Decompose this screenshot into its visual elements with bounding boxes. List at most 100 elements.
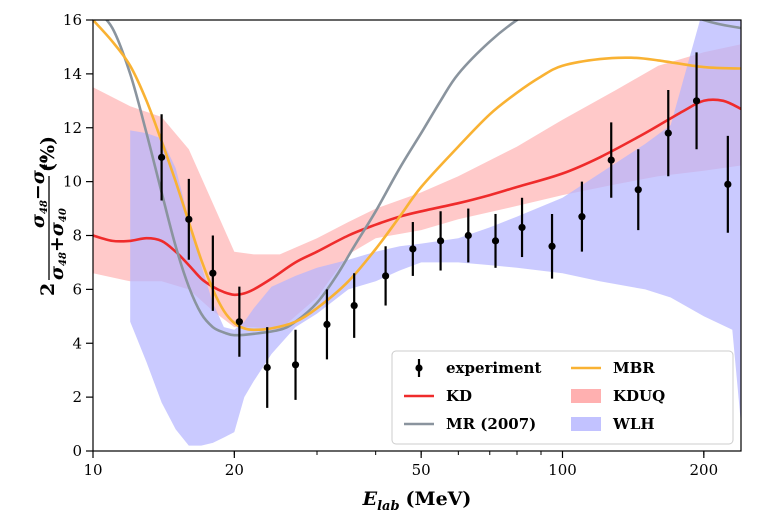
data-point-1	[158, 114, 166, 201]
data-point-18	[634, 149, 642, 231]
data-marker	[518, 223, 526, 232]
y-axis-title-denominator: σ48+σ40	[46, 208, 69, 280]
legend-label: MR (2007)	[446, 415, 536, 433]
data-marker	[491, 237, 500, 245]
data-point-20	[692, 52, 701, 150]
data-marker	[185, 215, 193, 223]
legend-item-kduq: KDUQ	[571, 387, 665, 405]
y-tick-label-0: 0	[72, 442, 82, 460]
data-marker	[382, 272, 390, 280]
legend-label: MBR	[613, 359, 655, 377]
y-den-b-sub: 40	[58, 208, 69, 222]
data-marker	[235, 318, 243, 326]
legend-item-mr-2007: MR (2007)	[404, 415, 536, 433]
y-tick-label-4: 4	[72, 334, 82, 352]
x-tick-label-200: 200	[690, 461, 719, 479]
legend-label: experiment	[446, 359, 541, 377]
data-marker	[409, 245, 417, 253]
y-den-a: σ	[46, 265, 68, 280]
y-axis-title-numerator: σ48−σ40	[27, 156, 50, 228]
data-point-19	[664, 90, 672, 177]
legend-swatch-band	[571, 389, 601, 403]
data-point-5	[263, 327, 271, 408]
x-tick-label-100: 100	[548, 461, 577, 479]
series-line-kd	[93, 98, 741, 297]
data-point-4	[235, 286, 243, 357]
data-point-14	[518, 197, 526, 258]
x-axis-ticks: 10 20 50 100 200	[83, 451, 718, 479]
band-layer	[93, 20, 741, 446]
x-axis-title-unit: (MeV)	[406, 488, 472, 510]
data-point-3	[209, 235, 217, 311]
data-marker	[323, 320, 331, 328]
y-axis-title-prefix: 2	[37, 283, 59, 296]
data-point-6	[291, 329, 300, 400]
y-num-b: σ	[27, 169, 49, 184]
y-tick-label-16: 16	[63, 11, 82, 29]
x-tick-label-10: 10	[83, 461, 102, 479]
legend-item-wlh: WLH	[571, 415, 655, 433]
data-marker	[464, 231, 472, 240]
data-point-17	[607, 122, 615, 198]
data-marker	[607, 156, 615, 164]
y-den-b: σ	[46, 221, 68, 236]
y-num-op: −	[27, 184, 49, 200]
data-marker	[436, 237, 445, 245]
band-wlh	[130, 20, 741, 446]
data-marker	[350, 301, 358, 310]
y-tick-label-6: 6	[72, 280, 82, 298]
data-marker	[548, 242, 556, 250]
data-marker	[291, 361, 300, 369]
data-marker	[692, 97, 701, 105]
data-point-9	[382, 246, 390, 306]
y-axis-title: 2 σ48−σ40 σ48+σ40 (%)	[27, 136, 69, 296]
data-point-12	[464, 208, 472, 263]
line-layer	[93, 20, 741, 337]
band-kduq	[93, 44, 741, 330]
data-point-16	[578, 181, 586, 252]
data-marker	[263, 363, 271, 372]
data-marker	[578, 213, 586, 221]
legend-item-kd: KD	[404, 387, 472, 405]
data-point-10	[409, 222, 417, 276]
data-marker	[724, 180, 732, 188]
data-point-2	[185, 178, 193, 260]
legend-item-experiment: experiment	[415, 359, 541, 377]
y-num-b-sub: 40	[39, 156, 50, 170]
legend-swatch-marker	[415, 364, 423, 372]
data-point-15	[548, 213, 556, 279]
data-marker	[664, 129, 672, 137]
errorbar-layer	[158, 52, 732, 408]
y-tick-label-14: 14	[63, 65, 82, 83]
data-point-13	[491, 213, 500, 268]
y-num-a: σ	[27, 213, 49, 228]
data-point-7	[323, 289, 331, 360]
data-marker	[158, 153, 166, 161]
x-axis-title-var: E	[362, 488, 378, 510]
legend-box	[391, 350, 734, 445]
legend-label: KDUQ	[613, 387, 665, 405]
y-tick-label-10: 10	[63, 173, 82, 191]
y-den-a-sub: 48	[58, 252, 69, 266]
data-point-8	[350, 273, 358, 338]
data-marker	[209, 269, 217, 277]
legend: experiment KD MR (2007) MBR KDUQ WLH	[391, 350, 734, 445]
legend-label: WLH	[612, 415, 655, 433]
data-point-21	[724, 135, 732, 233]
legend-swatch-band	[571, 417, 601, 431]
x-axis-title: Elab (MeV)	[362, 488, 472, 514]
x-tick-label-20: 20	[225, 461, 244, 479]
x-tick-label-50: 50	[412, 461, 431, 479]
data-point-11	[436, 211, 445, 271]
series-line-mbr	[93, 20, 741, 332]
series-line-mr-2007	[105, 20, 741, 337]
y-axis-ticks: 0 2 4 6 8 10 12 14 16	[63, 11, 93, 460]
legend-item-mbr: MBR	[571, 359, 655, 377]
y-den-op: +	[46, 236, 68, 252]
legend-label: KD	[446, 387, 472, 405]
y-tick-label-2: 2	[72, 388, 82, 406]
data-marker	[634, 186, 642, 194]
y-tick-label-8: 8	[72, 227, 82, 245]
